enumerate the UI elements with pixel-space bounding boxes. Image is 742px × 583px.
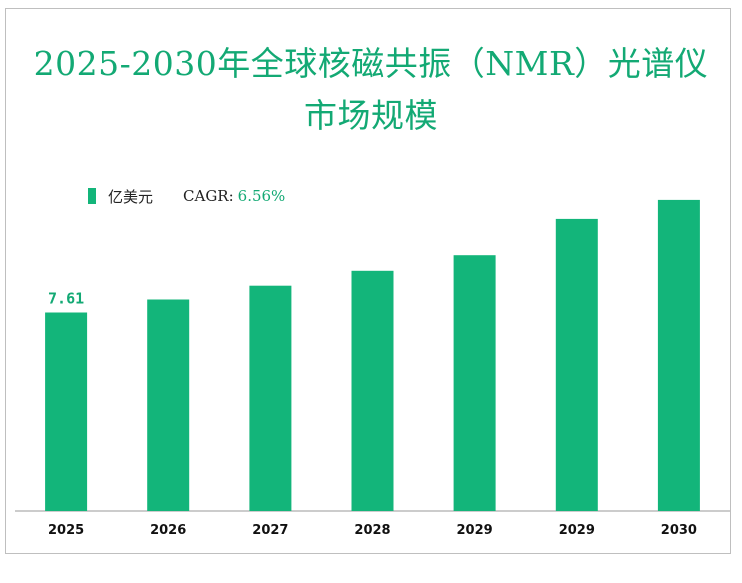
x-tick-label-2: 2027 [252,523,288,538]
x-tick-label-3: 2028 [354,523,390,538]
legend-swatch [88,188,96,204]
x-tick-label-1: 2026 [150,523,186,538]
x-tick-label-4: 2029 [457,523,493,538]
x-tick-label-5: 2029 [559,523,595,538]
chart-title-line-1: 2025-2030年全球核磁共振（NMR）光谱仪 [33,44,709,83]
bar-6 [657,199,700,511]
bar-2 [249,285,292,511]
bar-0 [45,312,88,511]
chart-title-line-2: 市场规模 [304,96,438,135]
x-tick-label-0: 2025 [48,523,84,538]
labels-group: 2025 7.61 2026 2027 2028 2029 2029 2030 [48,290,697,539]
bar-1 [147,299,190,511]
bar-3 [351,270,394,511]
legend-unit: 亿美元 [108,187,154,206]
bars-group [45,199,700,511]
legend-cagr-value: 6.56% [237,187,286,205]
chart-legend: 亿美元 CAGR: 6.56% [88,184,285,208]
bar-5 [555,218,598,511]
x-tick-label-6: 2030 [661,523,697,538]
data-label-0: 7.61 [48,290,84,308]
legend-cagr-label: CAGR: [183,187,234,205]
chart-title: 2025-2030年全球核磁共振（NMR）光谱仪 市场规模 [0,38,742,142]
bar-4 [453,255,496,511]
